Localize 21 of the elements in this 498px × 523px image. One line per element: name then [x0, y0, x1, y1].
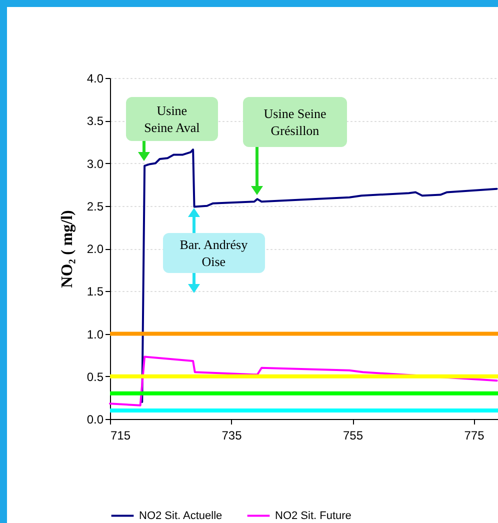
y-tick-label: 2.0 — [86, 242, 104, 256]
y-tick-label: 1.0 — [86, 327, 104, 342]
y-tick-label: 3.5 — [86, 114, 104, 128]
legend-label: NO2 Sit. Actuelle — [139, 510, 222, 522]
note-box: Bar. Andrésy Oise — [162, 232, 265, 273]
y-tick-label: 0.5 — [86, 370, 104, 384]
x-tick-label: 735 — [222, 428, 242, 442]
y-tick-label: 3.0 — [86, 156, 104, 171]
x-tick-label: 715 — [110, 428, 131, 442]
x-tick-label: 755 — [342, 428, 364, 442]
note-box: Usine Seine Grésillon — [243, 97, 347, 147]
line-series — [109, 356, 498, 406]
note-box: Usine Seine Aval — [126, 97, 218, 142]
legend-label: NO2 Sit. Future — [275, 510, 352, 522]
y-tick-label: 0.0 — [86, 412, 104, 426]
line-series — [141, 148, 498, 403]
x-tick-label: 775 — [464, 428, 485, 442]
y-tick-label: 1.5 — [86, 284, 104, 299]
y-axis-title: NO₂ ( mg/l) — [58, 210, 76, 288]
y-tick-label: 2.5 — [86, 199, 104, 214]
y-tick-label: 4.0 — [86, 72, 104, 86]
